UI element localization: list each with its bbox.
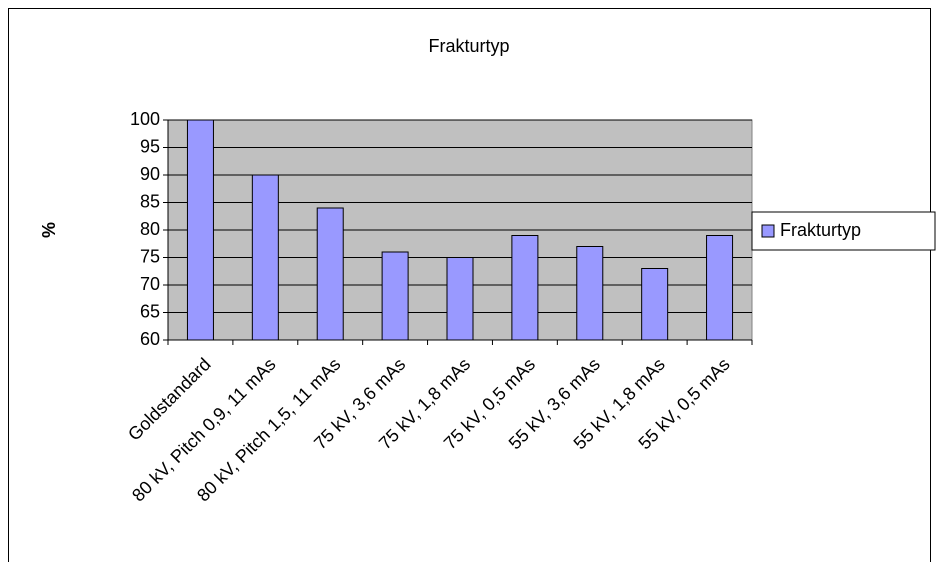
y-axis-label: %: [39, 222, 59, 238]
bar: [511, 235, 539, 341]
y-tick-label: 90: [140, 164, 160, 184]
bar: [576, 246, 604, 341]
bar: [641, 268, 669, 341]
y-tick-label: 65: [140, 301, 160, 321]
bar: [381, 251, 409, 341]
bar: [316, 207, 344, 341]
chart-title: Frakturtyp: [428, 36, 509, 56]
y-tick-label: 85: [140, 191, 160, 211]
y-tick-label: 95: [140, 136, 160, 156]
legend-label: Frakturtyp: [780, 220, 861, 240]
bar: [446, 257, 474, 341]
y-tick-label: 75: [140, 246, 160, 266]
y-tick-label: 100: [130, 109, 160, 129]
legend-swatch: [761, 224, 775, 238]
bar: [186, 119, 214, 341]
bar: [706, 235, 734, 341]
y-tick-label: 60: [140, 329, 160, 349]
legend-box: [751, 211, 936, 251]
bar: [251, 174, 279, 341]
y-tick-label: 70: [140, 274, 160, 294]
y-tick-label: 80: [140, 219, 160, 239]
